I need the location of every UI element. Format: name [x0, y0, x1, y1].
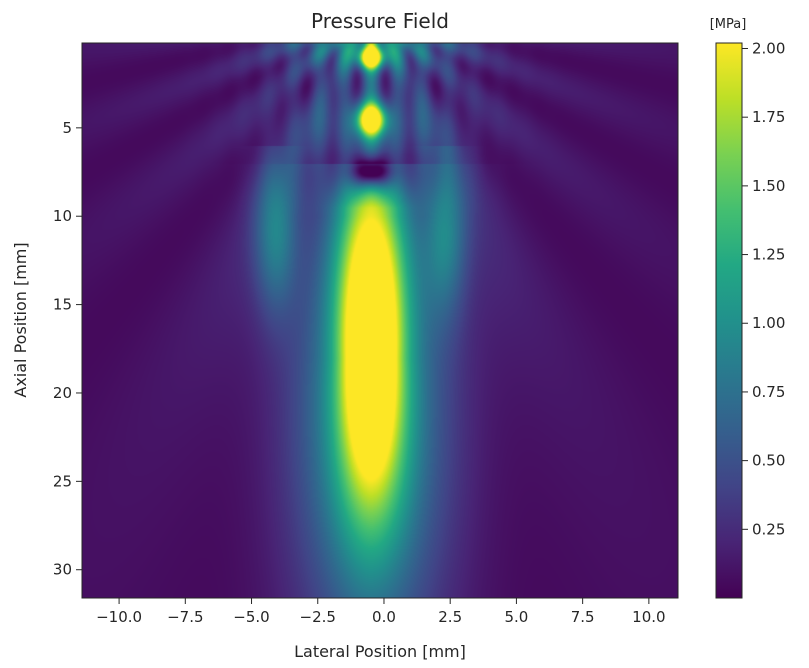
colorbar-tick-label: 0.50: [752, 452, 785, 470]
x-tick-label: −7.5: [167, 608, 203, 626]
colorbar-tick-label: 0.25: [752, 520, 785, 538]
y-axis-label: Axial Position [mm]: [11, 242, 30, 397]
colorbar-tick-label: 0.75: [752, 383, 785, 401]
x-axis-label: Lateral Position [mm]: [294, 642, 466, 661]
colorbar-gradient: [715, 42, 743, 599]
x-axis: −10.0 −7.5 −5.0 −2.5 0.0 2.5 5.0 7.5 10.0: [96, 598, 666, 626]
x-tick-label: 7.5: [571, 608, 595, 626]
colorbar-tick-label: 1.75: [752, 108, 785, 126]
x-tick-label: 2.5: [438, 608, 462, 626]
colorbar-tick-label: 1.25: [752, 246, 785, 264]
x-tick-label: 10.0: [632, 608, 665, 626]
colorbar-tick-label: 2.00: [752, 39, 785, 57]
y-tick-label: 10: [53, 207, 72, 225]
y-axis: 5 10 15 20 25 30: [53, 119, 82, 579]
heatmap-plot-area: [81, 42, 679, 599]
colorbar-unit-label: [MPa]: [710, 17, 747, 32]
y-tick-label: 30: [53, 561, 72, 579]
colorbar-tick-label: 1.50: [752, 177, 785, 195]
y-tick-label: 25: [53, 472, 72, 490]
colorbar: [MPa] 0.25 0.50 0.75 1.00 1.25 1.50 1.75 2.00: [710, 17, 785, 599]
x-tick-label: −5.0: [233, 608, 269, 626]
plot-frame: [81, 42, 679, 599]
y-tick-label: 20: [53, 384, 72, 402]
x-tick-label: −2.5: [300, 608, 336, 626]
colorbar-ticks: 0.25 0.50 0.75 1.00 1.25 1.50 1.75 2.00: [742, 39, 785, 538]
chart-title: Pressure Field: [311, 9, 449, 33]
pressure-heatmap: [82, 43, 678, 598]
x-tick-label: −10.0: [96, 608, 142, 626]
y-tick-label: 15: [53, 296, 72, 314]
x-tick-label: 5.0: [504, 608, 528, 626]
colorbar-tick-label: 1.00: [752, 314, 785, 332]
y-tick-label: 5: [62, 119, 72, 137]
x-tick-label: 0.0: [372, 608, 396, 626]
